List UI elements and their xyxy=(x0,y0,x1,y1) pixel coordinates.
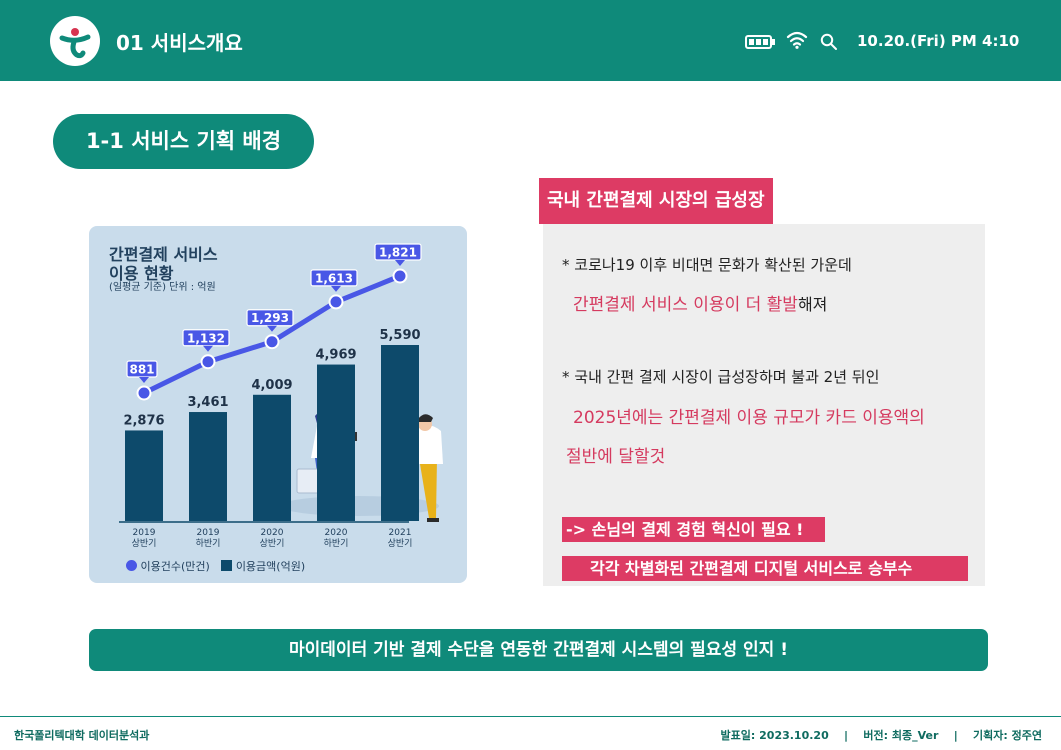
line-point xyxy=(136,385,152,401)
line-value-label: 1,132 xyxy=(187,331,225,345)
usage-chart: 2,8762019상반기3,4612019하반기4,0092020상반기4,96… xyxy=(119,243,443,549)
highlight-band-1: -> 손님의 결제 경험 혁신이 필요 ! xyxy=(562,517,825,542)
right-panel-title: 국내 간편결제 시장의 급성장 xyxy=(539,178,773,224)
bar xyxy=(189,412,227,521)
badge-pointer xyxy=(331,285,341,292)
legend-line-label: 이용건수(만건) xyxy=(140,560,210,573)
badge-pointer xyxy=(139,377,149,383)
bar-value-label: 4,009 xyxy=(251,378,292,393)
bar xyxy=(253,394,291,521)
x-tick-label: 2021 xyxy=(389,528,412,538)
x-tick-label: 2020 xyxy=(325,528,348,538)
point2-emphasis-line1: 2025년에는 간편결제 이용 규모가 카드 이용액의 xyxy=(573,408,925,428)
line-value-label: 1,613 xyxy=(315,271,353,285)
datetime: 10.20.(Fri) PM 4:10 xyxy=(857,32,1020,50)
battery-icon xyxy=(745,34,776,54)
line-point xyxy=(264,334,280,350)
badge-pointer xyxy=(395,260,405,266)
bar-value-label: 4,969 xyxy=(315,348,356,363)
x-tick-label: 상반기 xyxy=(388,538,413,549)
point2-emphasis-line2: 절반에 달할것 xyxy=(566,447,666,467)
chart-card: 2,876 2019 상반기 3,461 2019 하반기 4,009 2020 상반기 4,96… xyxy=(89,226,467,583)
bar-value-label: 5,590 xyxy=(379,328,420,343)
bar xyxy=(317,364,355,521)
line-point xyxy=(392,268,408,284)
footer-meta: 발표일: 2023.10.20 | 버전: 최종_Ver | 기획자: 정주연 xyxy=(720,729,1042,742)
chart-legend: 이용건수(만건) 이용금액(억원) xyxy=(126,558,305,574)
bar xyxy=(381,345,419,521)
wifi-icon xyxy=(786,31,808,53)
x-tick-label: 2019 xyxy=(197,528,220,538)
app-header: 01 서비스개요 10.20.(Fri) PM 4:10 xyxy=(0,0,1061,81)
x-tick-label: 하반기 xyxy=(196,538,221,549)
point1-text: * 코로나19 이후 비대면 문화가 확산된 가운데 xyxy=(562,256,852,274)
bar xyxy=(125,430,163,521)
line-value-label: 1,293 xyxy=(251,311,289,325)
point2-text: * 국내 간편 결제 시장이 급성장하며 불과 2년 뒤인 xyxy=(562,368,880,386)
footer-org: 한국폴리텍대학 데이터분석과 xyxy=(14,729,150,742)
right-panel: * 코로나19 이후 비대면 문화가 확산된 가운데 간편결제 서비스 이용이 … xyxy=(543,224,985,586)
conclusion-banner: 마이데이터 기반 결제 수단을 연동한 간편결제 시스템의 필요성 인지 ! xyxy=(89,629,988,671)
badge-pointer xyxy=(203,345,213,352)
point1-emphasis: 간편결제 서비스 이용이 더 활발 xyxy=(573,295,798,315)
x-tick-label: 2019 xyxy=(133,528,156,538)
x-tick-label: 2020 xyxy=(261,528,284,538)
point1-tail: 해져 xyxy=(797,295,828,314)
chart-subtitle: (일평균 기준) 단위 : 억원 xyxy=(109,282,216,293)
x-tick-label: 상반기 xyxy=(132,538,157,549)
search-icon[interactable] xyxy=(820,33,838,55)
legend-dot-icon xyxy=(126,560,137,571)
bar-value-label: 2,876 xyxy=(123,413,164,428)
chart-title-line2: 이용 현황 xyxy=(109,264,174,283)
chart-title-line1: 간편결제 서비스 xyxy=(109,245,218,264)
line-point xyxy=(328,294,344,310)
logo-icon xyxy=(50,16,100,66)
line-point xyxy=(200,354,216,370)
x-tick-label: 상반기 xyxy=(260,538,285,549)
section-title-pill: 1-1 서비스 기획 배경 xyxy=(53,114,314,169)
x-tick-label: 하반기 xyxy=(324,538,349,549)
line-value-label: 1,821 xyxy=(379,246,417,260)
bar-value-label: 3,461 xyxy=(187,395,228,410)
line-value-label: 881 xyxy=(129,363,154,377)
badge-pointer xyxy=(267,325,277,332)
legend-bar-label: 이용금액(억원) xyxy=(235,560,306,573)
highlight-band-2: 각각 차별화된 간편결제 디지털 서비스로 승부수 xyxy=(562,556,968,581)
point1-em-line: 간편결제 서비스 이용이 더 활발해져 xyxy=(573,290,827,315)
footer-divider xyxy=(0,716,1061,717)
legend-square-icon xyxy=(221,560,233,571)
page-title: 01 서비스개요 xyxy=(116,31,243,55)
